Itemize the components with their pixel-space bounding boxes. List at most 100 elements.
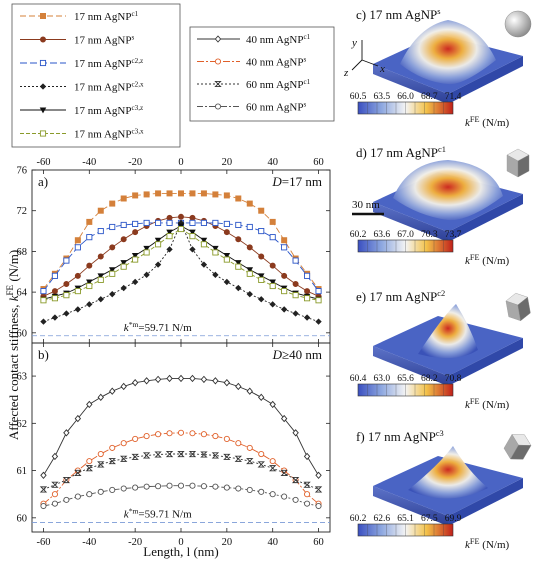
colorbar-tick-label: 70.3 xyxy=(421,230,438,240)
marker xyxy=(143,219,150,226)
marker xyxy=(223,256,230,263)
marker xyxy=(223,253,231,259)
marker xyxy=(51,452,59,461)
marker xyxy=(74,414,82,423)
marker xyxy=(292,496,299,503)
scale-bar-label: 30 nm xyxy=(352,199,380,211)
surface-panel: c) 17 nm AgNPs 60.5 63.5 66.0 68.7 71.4 kFE (N… xyxy=(350,6,532,130)
scale-bar: 30 nm xyxy=(352,199,384,216)
marker xyxy=(177,225,185,233)
marker xyxy=(246,270,253,277)
marker xyxy=(143,271,150,278)
marker xyxy=(223,453,231,460)
marker xyxy=(51,314,59,321)
marker xyxy=(212,377,219,385)
marker xyxy=(258,296,265,303)
marker xyxy=(200,190,207,197)
plot-frame xyxy=(31,342,331,533)
marker xyxy=(51,295,58,302)
panel-a-plot: -60 -40 -20 0 20 40 60 60 64 68 72 76 k*m=59.71 N/m a… xyxy=(17,157,331,344)
series xyxy=(40,223,322,303)
surface-plot xyxy=(373,20,523,104)
y-tick-label: 72 xyxy=(17,206,28,217)
marker xyxy=(86,218,93,225)
marker xyxy=(223,220,230,227)
surface-panel-title: c) 17 nm AgNPs xyxy=(356,6,441,22)
marker xyxy=(314,486,323,493)
marker xyxy=(63,429,70,437)
y-tick-label: 76 xyxy=(17,166,28,177)
colorbar-unit: kFE (N/m) xyxy=(465,115,510,130)
colorbar-tick-label: 60.5 xyxy=(350,92,367,102)
marker xyxy=(109,270,116,277)
series-line xyxy=(43,222,319,292)
marker xyxy=(166,233,173,240)
y-tick-label: 62 xyxy=(17,419,28,430)
marker xyxy=(269,279,276,286)
marker xyxy=(63,496,70,503)
surface-panel: d) 17 nm AgNPc1 60.2 63.6 67.0 70.3 73.7 kFE (… xyxy=(350,144,530,267)
colorbar-tick-label: 66.0 xyxy=(397,92,414,102)
legend-label: 17 nm AgNPc2,x xyxy=(74,81,144,94)
surface-peak xyxy=(400,20,496,85)
marker xyxy=(40,288,47,295)
marker xyxy=(143,483,150,490)
marker xyxy=(39,83,47,90)
colorbar-tick-label: 63.5 xyxy=(373,92,390,102)
marker xyxy=(257,273,265,280)
marker xyxy=(40,471,47,479)
marker xyxy=(258,228,265,235)
marker xyxy=(86,234,93,241)
marker xyxy=(120,455,128,462)
marker xyxy=(131,253,139,259)
marker xyxy=(292,280,299,287)
colorbar-tick-label: 63.0 xyxy=(373,374,390,384)
marker xyxy=(292,429,299,437)
marker xyxy=(177,190,184,197)
marker xyxy=(97,296,104,303)
marker xyxy=(200,261,208,268)
marker xyxy=(63,310,70,317)
colorbar-tick-label: 63.6 xyxy=(373,230,390,240)
marker xyxy=(155,483,162,490)
marker xyxy=(212,219,219,226)
colorbar-tick-label: 68.7 xyxy=(421,92,438,102)
marker xyxy=(304,288,311,295)
x-tick-label: -60 xyxy=(36,157,50,168)
marker xyxy=(86,400,93,409)
marker xyxy=(131,379,139,387)
marker xyxy=(200,431,207,438)
marker xyxy=(109,444,116,451)
marker xyxy=(108,458,116,465)
marker xyxy=(235,263,242,270)
surface-panel: f) 17 nm AgNPc3 60.2 62.6 65.1 67.5 69.9 kFE (… xyxy=(350,428,532,551)
marker xyxy=(269,458,276,465)
marker xyxy=(132,435,139,442)
x-tick-label: 40 xyxy=(267,537,278,548)
surface-side xyxy=(448,194,523,242)
marker xyxy=(166,246,173,253)
colorbar-tick-label: 65.6 xyxy=(397,374,414,384)
colorbar-tick-label: 67.5 xyxy=(421,514,438,524)
marker xyxy=(258,207,265,214)
series xyxy=(40,190,322,293)
marker xyxy=(86,279,93,286)
marker xyxy=(212,271,219,278)
marker xyxy=(214,103,222,110)
series-line xyxy=(43,221,319,323)
marker xyxy=(258,393,265,402)
marker xyxy=(132,256,139,263)
series xyxy=(40,429,322,507)
marker xyxy=(235,485,242,492)
marker xyxy=(154,261,162,268)
marker xyxy=(189,190,196,197)
axis-arrow xyxy=(361,59,379,67)
marker xyxy=(315,471,322,479)
marker xyxy=(155,431,162,438)
marker xyxy=(97,276,104,283)
marker xyxy=(166,430,173,437)
surface-side xyxy=(448,338,523,386)
marker xyxy=(51,481,59,488)
marker xyxy=(142,452,151,459)
surface-side xyxy=(373,346,448,386)
